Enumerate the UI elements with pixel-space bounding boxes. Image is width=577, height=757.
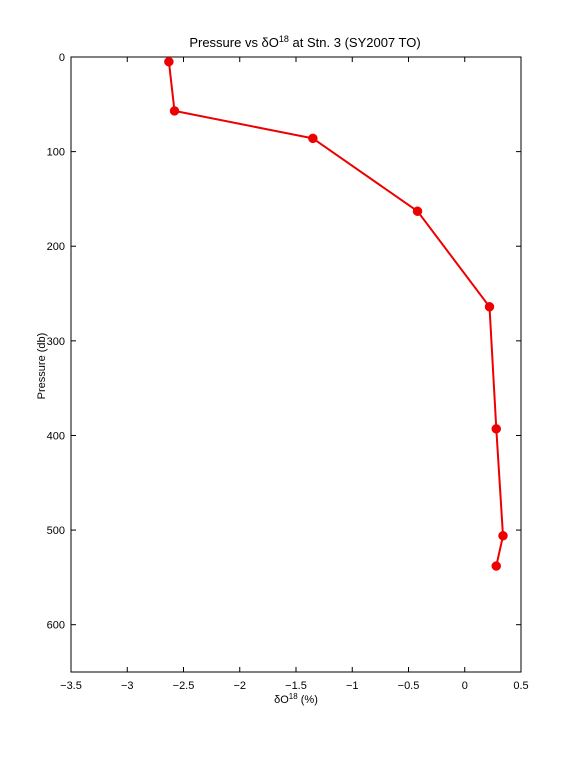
data-point: [169, 106, 180, 116]
y-tick-label: 500: [47, 525, 65, 537]
x-axis-label-superscript: 18: [289, 692, 298, 701]
chart-title-suffix: at Stn. 3 (SY2007 TO): [289, 35, 421, 50]
y-tick-label: 0: [59, 52, 65, 64]
data-point: [491, 424, 501, 434]
y-tick-label: 600: [47, 620, 65, 632]
chart-title-prefix: Pressure vs δO: [189, 35, 279, 50]
x-axis-ticks: −3.5 −3 −2.5 −2 −1.5 −1 −0.5 0 0.5: [60, 57, 529, 692]
series-layer: [164, 56, 508, 571]
x-tick-label: −1: [346, 680, 359, 692]
x-axis-label-prefix: δO: [274, 694, 289, 706]
chart-title-superscript: 18: [279, 34, 289, 44]
x-tick-label: 0.5: [513, 680, 528, 692]
y-axis-label: Pressure (db): [36, 333, 48, 400]
data-point: [491, 561, 501, 571]
data-point: [308, 133, 318, 144]
x-tick-label: −2.5: [173, 680, 195, 692]
x-tick-label: −0.5: [398, 680, 420, 692]
x-tick-label: −3.5: [60, 680, 82, 692]
x-axis-label-suffix: (%): [298, 694, 318, 706]
chart-title: Pressure vs δO18 at Stn. 3 (SY2007 TO): [189, 34, 420, 50]
x-tick-label: −1.5: [285, 680, 307, 692]
y-tick-label: 400: [47, 430, 65, 442]
y-axis-ticks: 0 100 200 300 400 500 600: [47, 52, 521, 632]
x-tick-label: −2: [233, 680, 246, 692]
y-tick-label: 200: [47, 241, 65, 253]
data-point: [412, 206, 423, 216]
data-point: [484, 302, 495, 312]
data-point: [498, 531, 508, 541]
y-tick-label: 300: [47, 336, 65, 348]
y-tick-label: 100: [47, 147, 65, 159]
series-line: [167, 61, 504, 567]
x-tick-label: 0: [462, 680, 468, 692]
data-point: [164, 56, 174, 67]
x-axis-label: δO18 (%): [274, 692, 318, 706]
x-tick-label: −3: [121, 680, 134, 692]
